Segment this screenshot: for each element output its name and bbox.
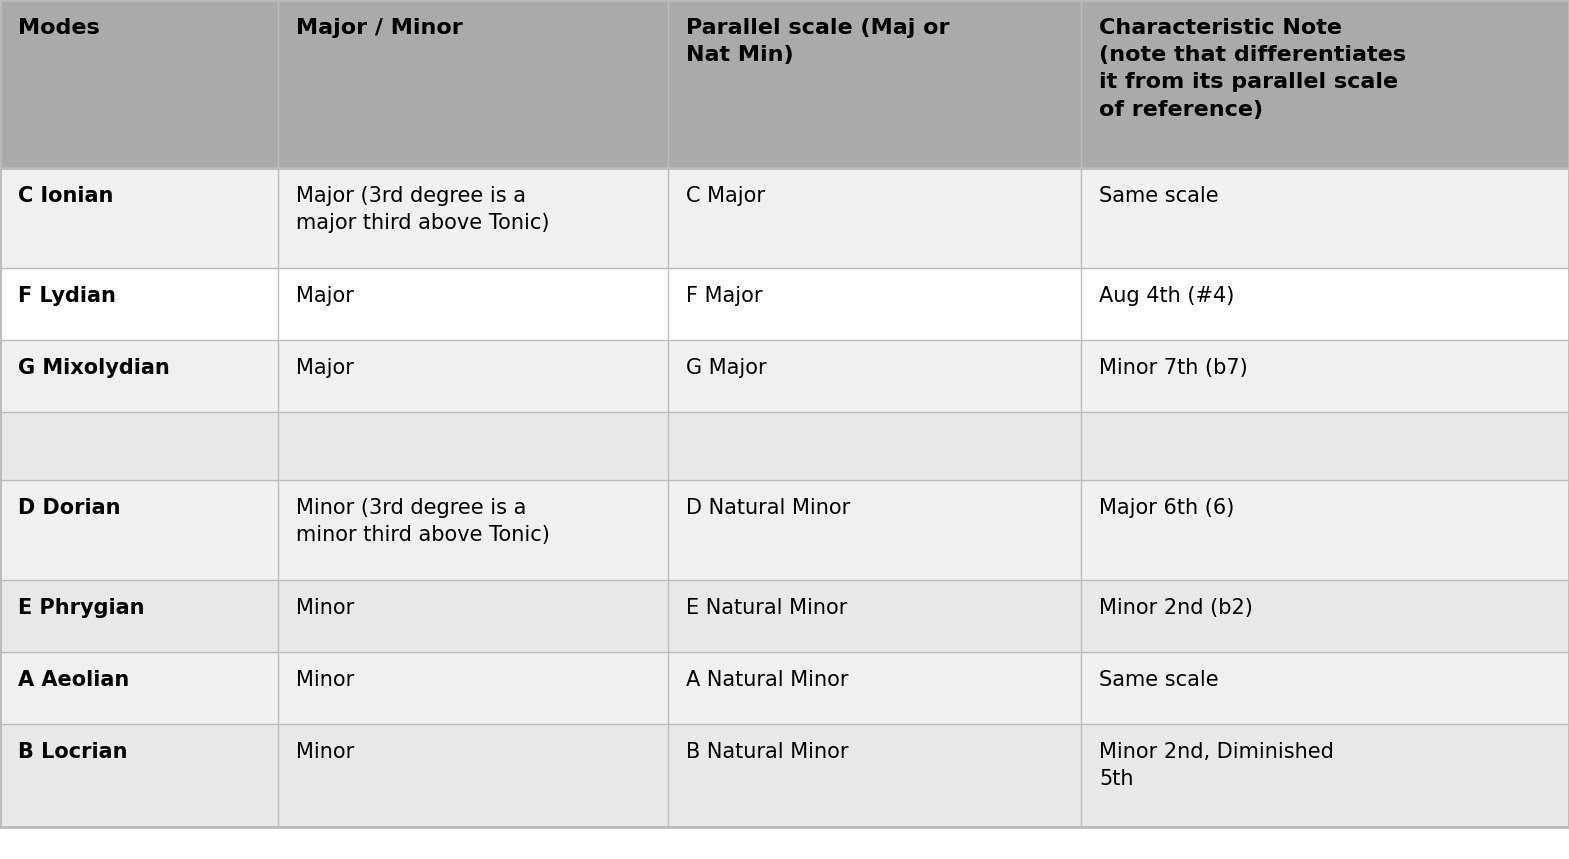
Bar (0, 724, 278, 827)
Text: E Phrygian: E Phrygian (17, 598, 144, 618)
Bar (0, 480, 278, 580)
Bar (1081, 412, 1569, 480)
Text: C Ionian: C Ionian (17, 186, 113, 206)
Bar (1081, 0, 1569, 168)
Bar (668, 168, 1081, 268)
Text: G Major: G Major (686, 358, 767, 378)
Bar (278, 340, 668, 412)
Text: A Natural Minor: A Natural Minor (686, 670, 849, 690)
Text: Major 6th (6): Major 6th (6) (1098, 498, 1235, 518)
Text: D Natural Minor: D Natural Minor (686, 498, 850, 518)
Bar (1081, 724, 1569, 827)
Text: Minor 2nd (b2): Minor 2nd (b2) (1098, 598, 1254, 618)
Bar (668, 724, 1081, 827)
Bar (1081, 480, 1569, 580)
Text: G Mixolydian: G Mixolydian (17, 358, 169, 378)
Text: Major: Major (297, 286, 355, 306)
Text: Major / Minor: Major / Minor (297, 18, 463, 38)
Text: Minor: Minor (297, 742, 355, 762)
Bar (1081, 340, 1569, 412)
Text: E Natural Minor: E Natural Minor (686, 598, 847, 618)
Text: Aug 4th (#4): Aug 4th (#4) (1098, 286, 1235, 306)
Text: Major (3rd degree is a
major third above Tonic): Major (3rd degree is a major third above… (297, 186, 549, 233)
Bar (668, 340, 1081, 412)
Bar (0, 580, 278, 652)
Text: B Natural Minor: B Natural Minor (686, 742, 849, 762)
Bar (1081, 168, 1569, 268)
Text: F Lydian: F Lydian (17, 286, 116, 306)
Bar (0, 268, 278, 340)
Bar (278, 724, 668, 827)
Bar (668, 580, 1081, 652)
Text: Same scale: Same scale (1098, 186, 1219, 206)
Text: B Locrian: B Locrian (17, 742, 127, 762)
Bar (0, 0, 278, 168)
Text: Characteristic Note
(note that differentiates
it from its parallel scale
of refe: Characteristic Note (note that different… (1098, 18, 1406, 119)
Bar (0, 412, 278, 480)
Bar (278, 412, 668, 480)
Bar (0, 168, 278, 268)
Text: Minor 7th (b7): Minor 7th (b7) (1098, 358, 1247, 378)
Bar (278, 0, 668, 168)
Bar (668, 0, 1081, 168)
Text: Minor: Minor (297, 670, 355, 690)
Bar (278, 480, 668, 580)
Bar (1081, 652, 1569, 724)
Bar (668, 480, 1081, 580)
Bar (278, 168, 668, 268)
Text: Parallel scale (Maj or
Nat Min): Parallel scale (Maj or Nat Min) (686, 18, 949, 65)
Text: Modes: Modes (17, 18, 100, 38)
Text: Minor (3rd degree is a
minor third above Tonic): Minor (3rd degree is a minor third above… (297, 498, 549, 545)
Bar (278, 268, 668, 340)
Bar (278, 652, 668, 724)
Bar (1081, 268, 1569, 340)
Bar (0, 340, 278, 412)
Bar (668, 268, 1081, 340)
Bar (1081, 580, 1569, 652)
Text: F Major: F Major (686, 286, 763, 306)
Bar (668, 652, 1081, 724)
Text: D Dorian: D Dorian (17, 498, 121, 518)
Text: Major: Major (297, 358, 355, 378)
Bar (278, 580, 668, 652)
Text: C Major: C Major (686, 186, 766, 206)
Text: A Aeolian: A Aeolian (17, 670, 129, 690)
Text: Same scale: Same scale (1098, 670, 1219, 690)
Bar (0, 652, 278, 724)
Bar (668, 412, 1081, 480)
Text: Minor 2nd, Diminished
5th: Minor 2nd, Diminished 5th (1098, 742, 1334, 789)
Text: Minor: Minor (297, 598, 355, 618)
